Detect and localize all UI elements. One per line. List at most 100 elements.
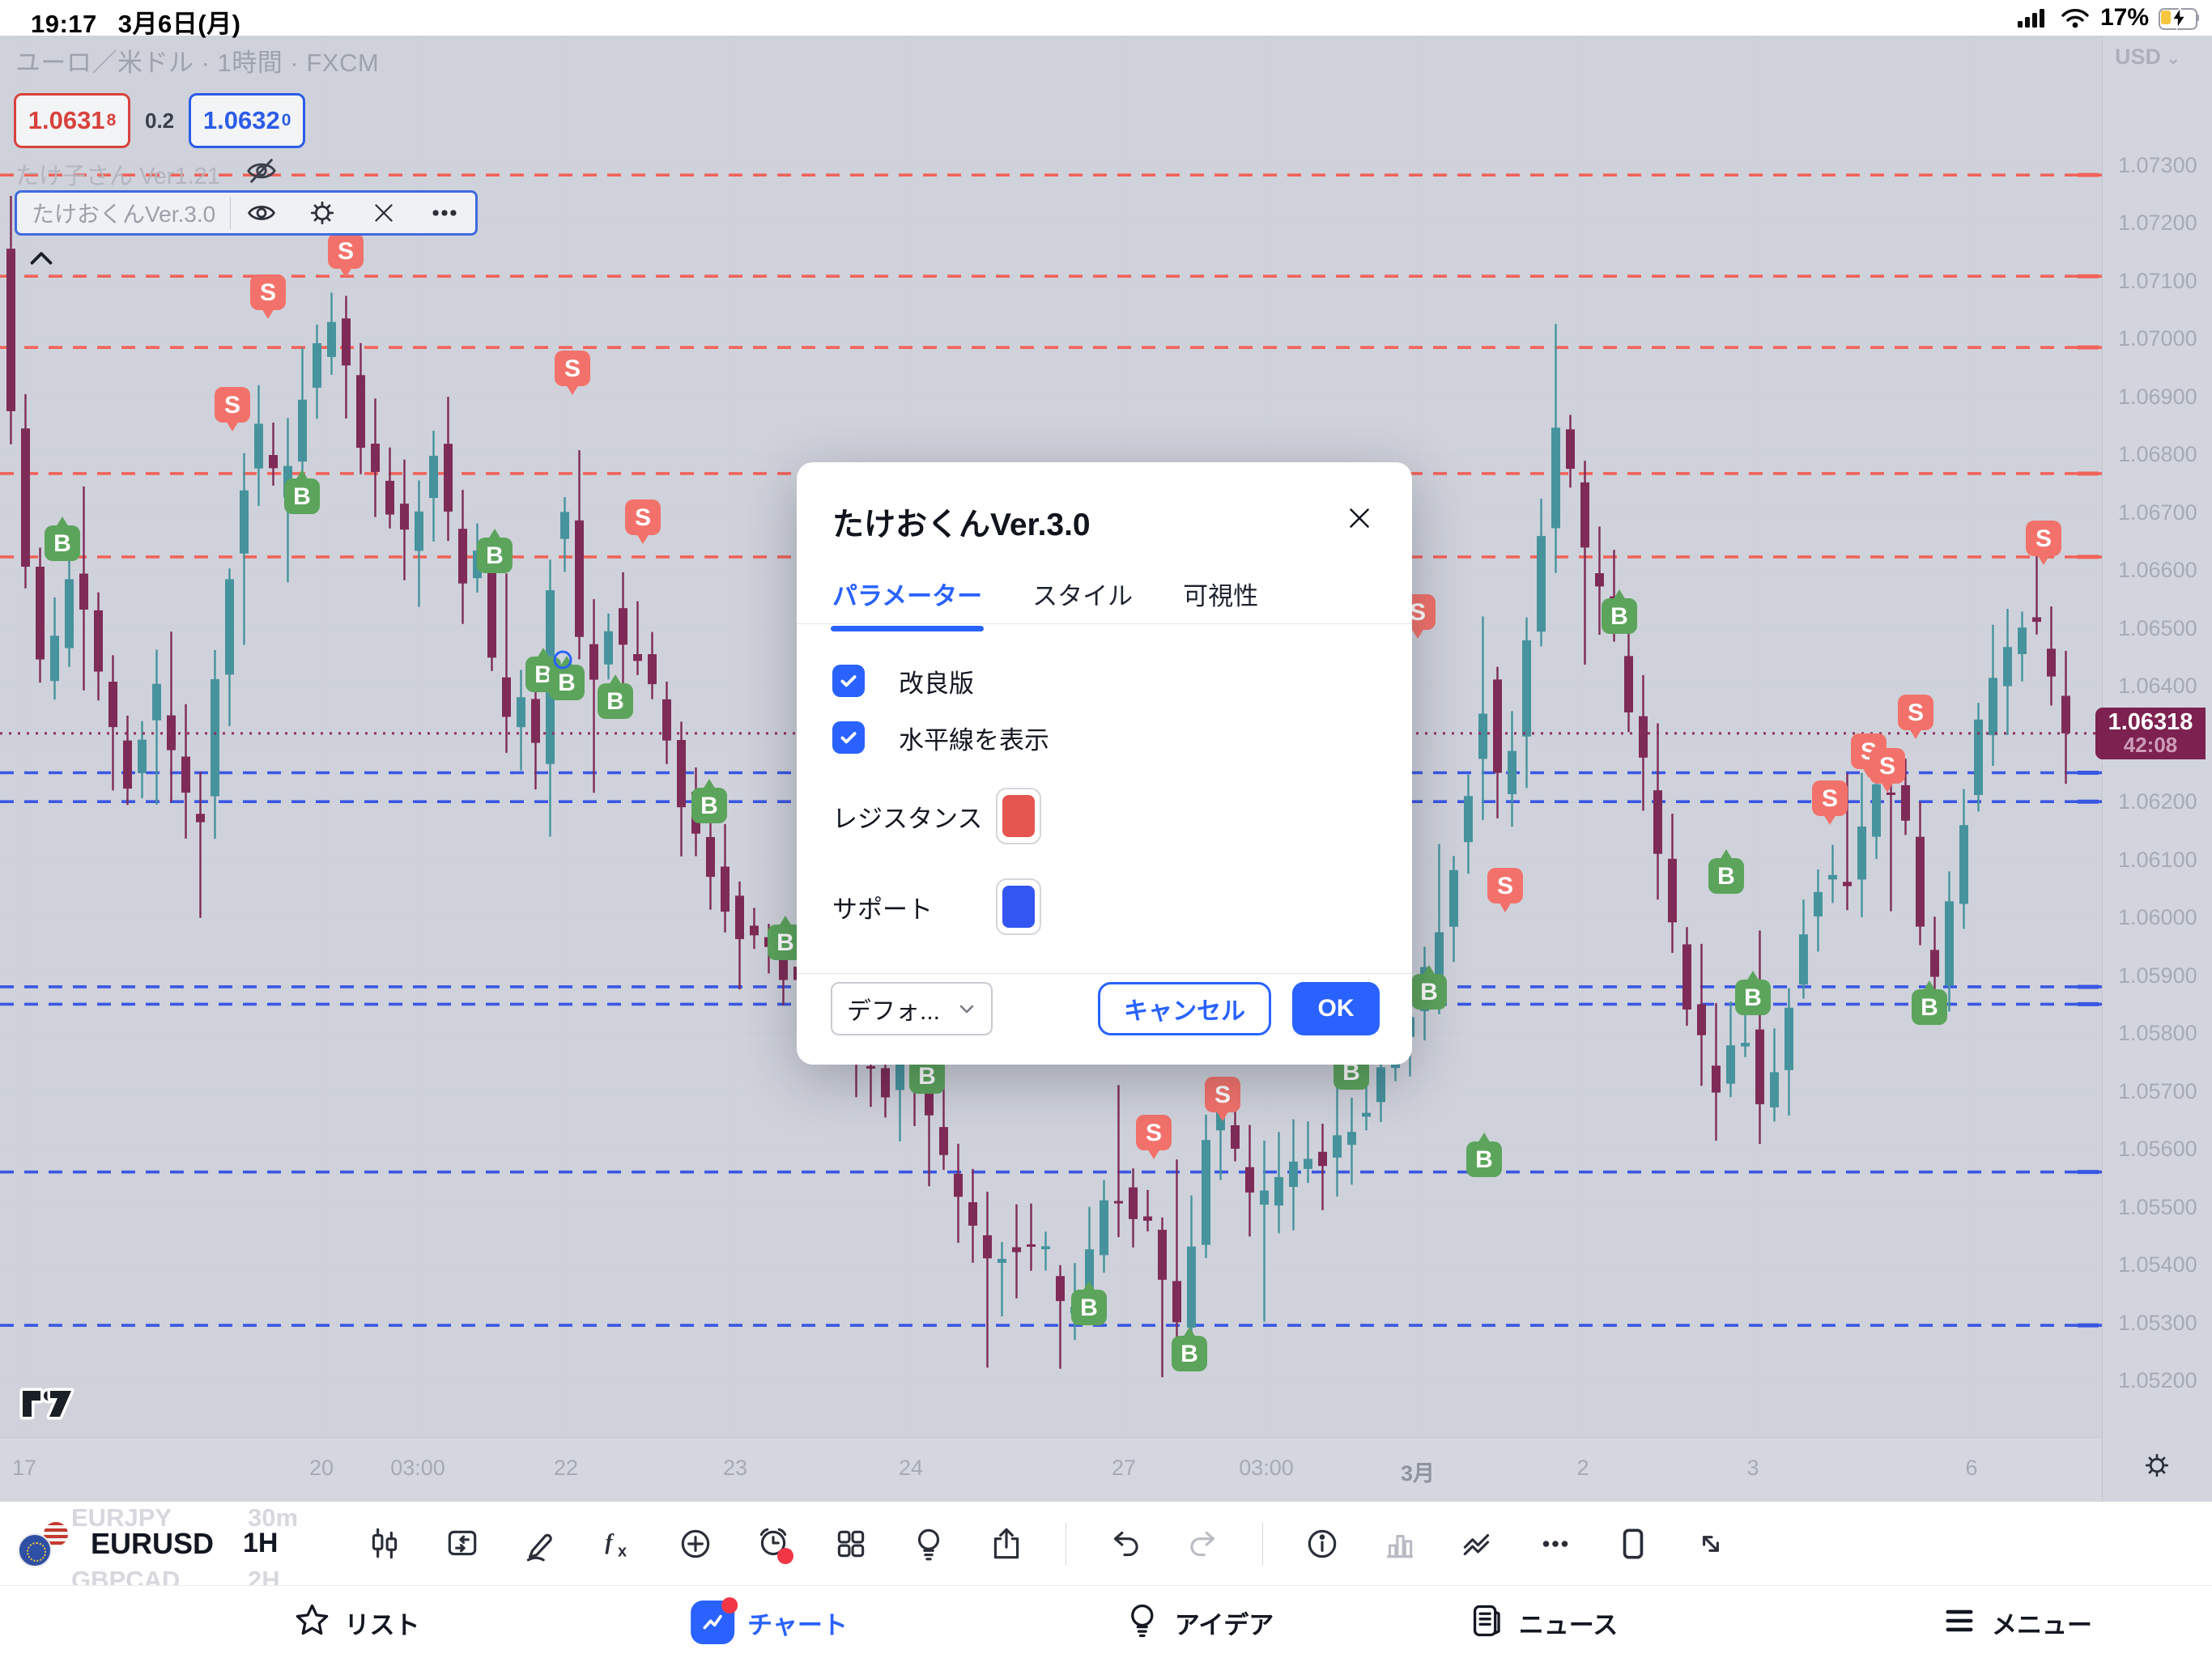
idea-bulb-icon[interactable] xyxy=(910,1525,947,1562)
expand-icon[interactable] xyxy=(1692,1525,1729,1562)
sell-marker[interactable]: S xyxy=(1136,1115,1172,1159)
sell-marker[interactable]: S xyxy=(1205,1077,1240,1121)
chevron-down-icon: ⌄ xyxy=(2166,48,2181,68)
indicator-toolbar[interactable]: たけおくんVer.3.0 xyxy=(15,190,478,236)
sell-marker[interactable]: S xyxy=(328,233,364,278)
buy-marker[interactable]: B xyxy=(1172,1327,1207,1371)
cancel-button[interactable]: キャンセル xyxy=(1098,982,1271,1035)
axis-settings-icon[interactable] xyxy=(2141,1449,2173,1486)
buy-marker[interactable]: B xyxy=(1912,980,1947,1025)
battery-percent: 17% xyxy=(2099,4,2149,31)
sell-marker[interactable]: S xyxy=(1812,780,1848,825)
collapse-legend-icon[interactable] xyxy=(24,241,58,279)
price-axis-label: 1.07000 xyxy=(2118,326,2197,351)
star-icon xyxy=(293,1601,332,1644)
buy-marker[interactable]: B xyxy=(768,916,803,960)
svg-text:S: S xyxy=(1497,873,1513,899)
tab-visibility[interactable]: 可視性 xyxy=(1183,582,1259,610)
interval-button[interactable]: 1H xyxy=(243,1528,279,1558)
price-axis-label: 1.06800 xyxy=(2118,442,2197,467)
price-axis-label: 1.06100 xyxy=(2118,847,2197,872)
sell-marker[interactable]: S xyxy=(215,387,250,432)
buy-marker[interactable]: B xyxy=(598,674,633,719)
alert-icon[interactable] xyxy=(755,1525,793,1564)
buy-marker[interactable]: B xyxy=(284,470,320,514)
candles-icon[interactable] xyxy=(366,1525,403,1562)
time-axis-label: 03:00 xyxy=(390,1456,445,1480)
alert-badge xyxy=(777,1547,793,1564)
svg-text:x: x xyxy=(618,1542,627,1560)
quote-row: 1.0631 8 0.2 1.0632 0 xyxy=(14,93,306,148)
buy-marker[interactable]: B xyxy=(1071,1281,1107,1325)
buy-marker[interactable]: B xyxy=(1602,589,1637,634)
sell-marker[interactable]: S xyxy=(625,500,661,544)
draw-icon[interactable] xyxy=(521,1525,559,1562)
sell-marker[interactable]: S xyxy=(555,351,590,395)
indicator-legend-row[interactable]: たけ子さん Ver1.21 xyxy=(15,154,279,194)
support-color-swatch[interactable] xyxy=(996,878,1041,935)
checkbox-improved[interactable] xyxy=(832,665,865,697)
sell-marker[interactable]: S xyxy=(1870,748,1905,793)
buy-marker[interactable]: B xyxy=(1735,971,1771,1015)
more-icon[interactable] xyxy=(1537,1525,1574,1562)
nav-item-idea[interactable]: アイデア xyxy=(1123,1586,1274,1658)
ghost-watchlist-interval: 2H xyxy=(248,1566,280,1585)
svg-text:S: S xyxy=(1410,599,1426,626)
close-icon[interactable] xyxy=(1342,501,1376,539)
buy-marker[interactable]: B xyxy=(691,779,727,823)
idea-icon xyxy=(1123,1601,1162,1644)
redo-icon[interactable] xyxy=(1185,1525,1222,1562)
preset-dropdown[interactable]: デフォ... xyxy=(831,982,993,1035)
divider xyxy=(797,973,1412,974)
chart-symbol-title[interactable]: ユーロ／米ドル · 1時間 · FXCM xyxy=(15,49,380,77)
sell-marker[interactable]: S xyxy=(1487,868,1523,912)
layout-grid-icon[interactable] xyxy=(832,1525,870,1562)
price-axis-label: 1.06500 xyxy=(2118,615,2197,640)
ok-button[interactable]: OK xyxy=(1292,982,1380,1035)
price-axis[interactable] xyxy=(2102,36,2212,1502)
sell-marker[interactable]: S xyxy=(250,274,286,319)
svg-text:B: B xyxy=(1610,603,1628,630)
time-axis[interactable] xyxy=(0,1437,2212,1503)
remove-icon[interactable] xyxy=(353,198,414,228)
stats-icon[interactable] xyxy=(1459,1525,1496,1562)
sell-marker[interactable]: S xyxy=(1898,695,1933,739)
add-circle-icon[interactable] xyxy=(677,1525,714,1562)
buy-button[interactable]: 1.0632 0 xyxy=(189,93,306,148)
info-icon[interactable] xyxy=(1304,1525,1341,1562)
buy-marker[interactable]: B xyxy=(477,529,513,573)
undo-icon[interactable] xyxy=(1107,1525,1144,1562)
more-icon[interactable] xyxy=(415,197,475,229)
point-marker[interactable] xyxy=(553,650,572,670)
tab-parameters[interactable]: パラメーター xyxy=(830,576,985,631)
sell-marker[interactable]: S xyxy=(2026,521,2061,565)
nav-item-chart-tile[interactable]: チャート xyxy=(691,1586,848,1658)
visibility-off-icon[interactable] xyxy=(245,154,279,194)
tab-style[interactable]: スタイル xyxy=(1032,582,1134,610)
wifi-icon xyxy=(2061,9,2089,28)
settings-icon[interactable] xyxy=(292,197,353,229)
notification-dot xyxy=(721,1597,738,1613)
buy-marker[interactable]: B xyxy=(45,517,80,561)
nav-item-menu[interactable]: メニュー xyxy=(1940,1586,2092,1658)
sell-button[interactable]: 1.0631 8 xyxy=(14,93,130,148)
checkbox-show-hlines[interactable] xyxy=(832,721,865,754)
bar-replay-icon[interactable] xyxy=(444,1525,481,1562)
buy-marker[interactable]: B xyxy=(1411,965,1447,1010)
tradingview-logo[interactable] xyxy=(19,1386,76,1426)
share-icon[interactable] xyxy=(988,1525,1025,1562)
time-axis-label: 2 xyxy=(1576,1456,1589,1480)
resistance-color-swatch[interactable] xyxy=(996,788,1041,844)
frame-icon[interactable] xyxy=(1614,1525,1652,1562)
symbol-button[interactable]: EURUSD 1H xyxy=(18,1502,278,1585)
visibility-icon[interactable] xyxy=(231,197,291,229)
buy-marker[interactable]: B xyxy=(1708,849,1744,894)
battery-icon xyxy=(2159,6,2199,30)
volume-bars-icon[interactable] xyxy=(1381,1525,1419,1562)
buy-marker[interactable]: B xyxy=(1466,1133,1502,1177)
currency-selector[interactable]: USD ⌄ xyxy=(2115,45,2180,70)
nav-item-star[interactable]: リスト xyxy=(293,1586,420,1658)
nav-item-news[interactable]: ニュース xyxy=(1467,1586,1618,1658)
